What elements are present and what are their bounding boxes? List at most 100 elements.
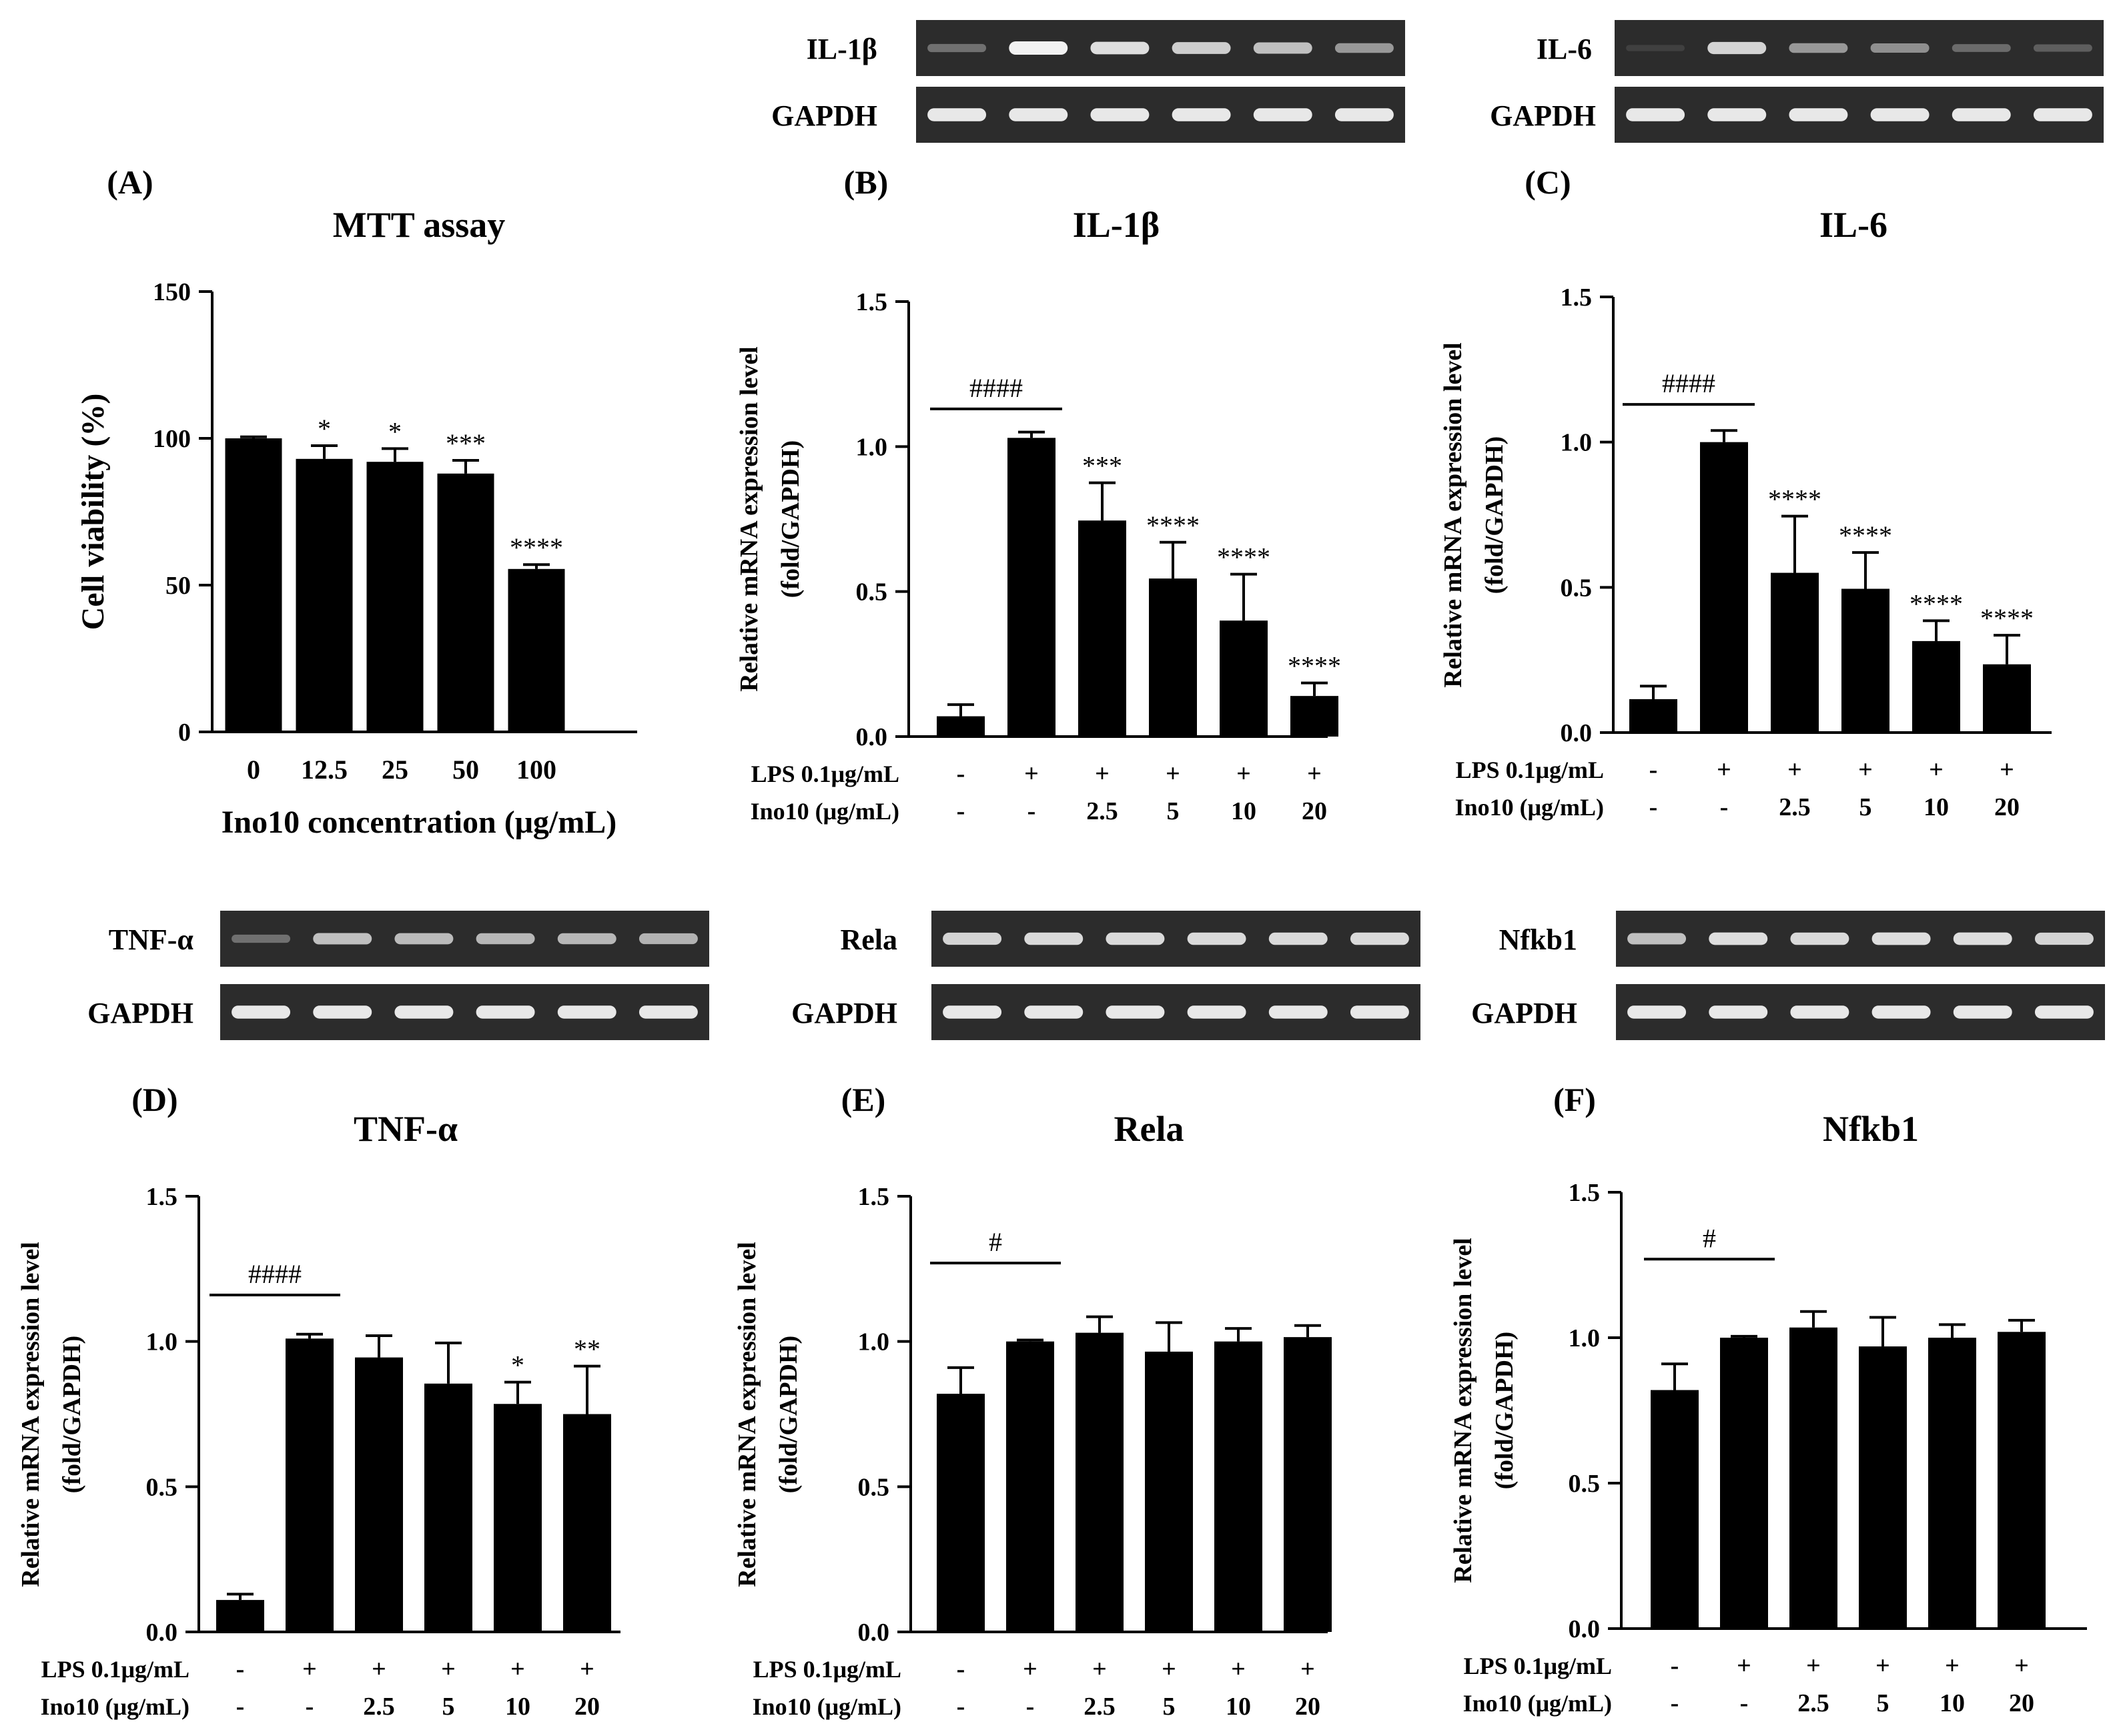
ino-row-label: Ino10 (μg/mL) [751,798,899,825]
significance-label: *** [1082,451,1122,481]
ino-row-label: Ino10 (μg/mL) [41,1693,189,1720]
y-tick-label: 1.5 [146,1183,178,1211]
gel-control-band [1953,1005,2012,1019]
chart-0: (A) MTT assay 0 50 100 150 Cell viability (%) 0… [75,163,637,840]
ino-row-label: Ino10 (μg/mL) [1463,1690,1612,1717]
gel-control-band [1627,1005,1687,1019]
gel-control-band [313,1005,372,1019]
y-tick-label: 1.0 [1561,429,1593,457]
ino-value: 10 [1231,797,1256,825]
significance-label: **** [1839,520,1892,550]
bar [1700,442,1748,733]
y-tick-label: 1.0 [856,433,888,461]
gel-control-band [394,1005,454,1019]
gel-control-band [1350,1005,1409,1019]
gel-target-band [1707,41,1767,55]
significance-label: ** [574,1334,600,1364]
ino-value: - [1026,1693,1035,1721]
lps-value: + [1023,1655,1037,1683]
lps-row-label: LPS 0.1μg/mL [41,1656,189,1683]
panel-label: (F) [1553,1081,1596,1118]
bar [1771,572,1819,733]
bar [1290,696,1338,737]
gel-target-background [1616,911,2105,967]
bar [937,716,985,737]
lps-value: + [302,1655,317,1683]
gel-target-band [1253,42,1312,54]
gel-target-band [1090,41,1150,55]
y-tick-label: 1.5 [1569,1179,1601,1207]
gel-target-label: TNF-α [109,923,194,956]
gel-target-band [557,933,616,945]
y-tick-label: 0.0 [856,723,888,751]
gel-target-background [916,20,1405,76]
y-tick-label: 50 [165,572,191,600]
gel-control-band [1790,1005,1849,1019]
lps-row-label: LPS 0.1μg/mL [1464,1653,1612,1679]
chart-title: IL-1β [1073,205,1160,245]
gel-target-band [2034,932,2094,945]
bar [1007,438,1055,737]
chart-1: (B) IL-1β 0.0 0.5 1.0 1.5 Relative mRNA expres… [735,163,1341,825]
lps-value: + [1945,1652,1960,1680]
y-axis-label: Relative mRNA expression level [1449,1238,1477,1583]
y-tick-label: 0.5 [146,1473,178,1501]
chart-title: TNF-α [354,1109,458,1149]
x-tick-label: 50 [452,755,479,785]
gel-target-band [1790,932,1849,945]
gel-target-band [1268,932,1328,945]
y-tick-label: 0.5 [858,1473,890,1501]
significance-label: **** [1146,510,1200,540]
gel-control-label: GAPDH [771,99,877,132]
ino-value: 5 [1167,797,1180,825]
y-axis-label-unit: (fold/GAPDH) [777,440,805,598]
y-axis-label-unit: (fold/GAPDH) [1491,1332,1519,1489]
ino-value: 10 [1924,793,1949,821]
gel-target-band [2033,44,2092,52]
gel-control-band [1626,108,1685,121]
lps-value: + [1875,1652,1890,1680]
y-axis-label-unit: (fold/GAPDH) [58,1336,86,1493]
gel-control-label: GAPDH [1471,997,1577,1029]
gel-control-background [1615,87,2104,143]
panel-label: (C) [1525,163,1571,201]
gel-target-label: Rela [840,923,897,956]
gel-control-band [476,1005,535,1019]
gel-control-band [1870,108,1930,121]
bar [1076,1332,1124,1632]
gel-target-band [1870,43,1930,53]
bracket-label: #### [1662,368,1715,398]
chart-2: (C) IL-6 0.0 0.5 1.0 1.5 Relative mRNA express… [1439,163,2052,821]
gel-target-band [232,934,291,943]
significance-label: **** [1980,603,2034,633]
lps-value: + [2000,756,2014,784]
gel-target-background [220,911,709,967]
gel-target-band [1187,932,1246,945]
lps-value: + [1166,760,1180,788]
bar [1720,1338,1768,1629]
bracket-label: #### [248,1259,302,1289]
lps-value: + [1162,1655,1176,1683]
y-axis-label-unit: (fold/GAPDH) [775,1336,803,1493]
ino-value: - [957,797,965,825]
bar [225,438,282,732]
ino-value: - [306,1693,314,1721]
gel-target-band [1871,932,1931,945]
chart-title: Nfkb1 [1823,1109,1919,1149]
y-axis-label: Relative mRNA expression level [733,1242,761,1587]
gel-target-band [313,933,372,945]
panel-label: (A) [107,163,153,201]
gel-target-background [931,911,1420,967]
significance-label: **** [1288,651,1341,681]
ino-value: 5 [1163,1693,1176,1721]
lps-value: + [510,1655,525,1683]
bar [508,568,565,732]
gel-target-band [943,932,1002,945]
bar [1651,1390,1699,1629]
y-tick-label: 100 [153,425,191,453]
lps-value: + [441,1655,456,1683]
y-tick-label: 0.5 [1561,574,1593,602]
gel-control-band [1009,108,1068,121]
ino-value: 20 [1295,1693,1320,1721]
y-tick-label: 1.0 [1569,1324,1601,1352]
